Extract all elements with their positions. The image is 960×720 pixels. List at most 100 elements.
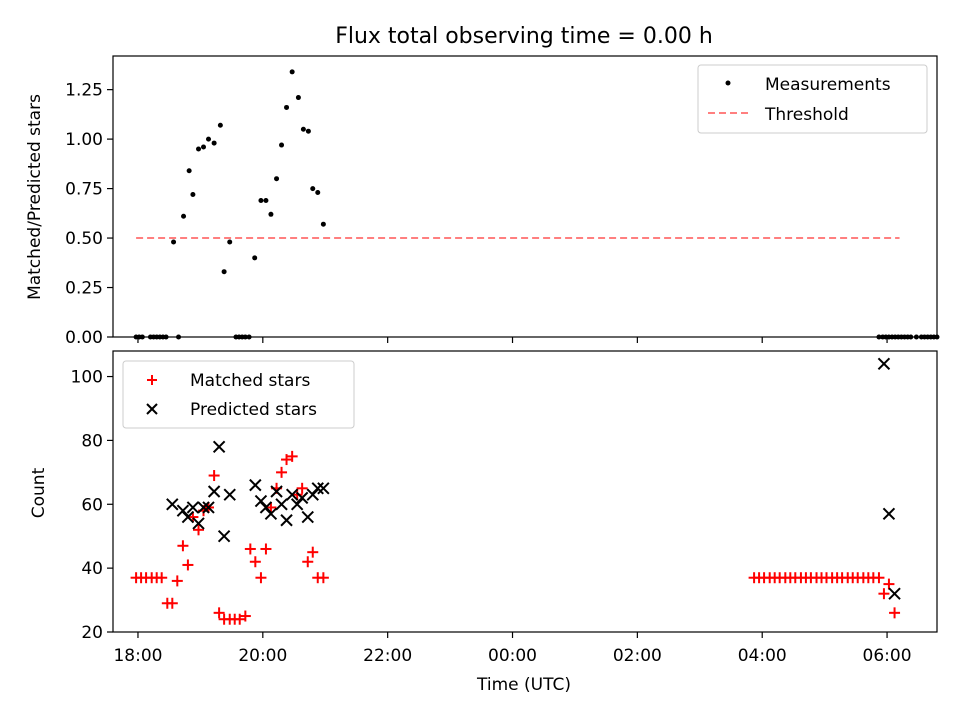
xtick-label: 18:00 <box>113 646 162 666</box>
predicted-star-stroke-b <box>264 507 278 521</box>
matched-star-point <box>182 559 194 571</box>
predicted-star-point <box>295 491 309 505</box>
predicted-star-point <box>264 507 278 521</box>
measurement-point <box>196 146 202 152</box>
matched-star-point <box>193 524 205 536</box>
predicted-star-point <box>166 498 179 511</box>
predicted-star-point <box>202 501 215 514</box>
predicted-star-stroke-b <box>202 501 215 514</box>
predicted-star-point <box>311 482 324 495</box>
predicted-star-stroke-b <box>249 478 262 492</box>
measurement-point <box>320 221 326 227</box>
top-ytick-label: 0.75 <box>65 180 103 200</box>
bottom-ytick-label: 80 <box>81 431 103 451</box>
measurement-point <box>201 144 207 150</box>
predicted-star-stroke-b <box>212 440 226 454</box>
chart-title: Flux total observing time = 0.00 h <box>335 24 713 49</box>
predicted-star-point <box>223 488 236 501</box>
bottom-xticks: 18:00 20:00 22:00 00:00 02:00 04:00 06:00 <box>113 632 912 666</box>
matched-star-point <box>302 556 314 568</box>
measurement-point <box>258 197 264 203</box>
bottom-ytick-label: 100 <box>71 368 103 388</box>
predicted-star-point <box>877 357 891 370</box>
predicted-star-stroke-b <box>259 501 273 514</box>
matched-star-point <box>156 572 168 584</box>
top-yticks: 0.00 0.25 0.50 0.75 1.00 1.25 <box>65 81 113 348</box>
measurement-point <box>181 213 187 219</box>
measurement-point <box>300 126 306 132</box>
predicted-star-point <box>317 482 330 495</box>
measurement-point <box>171 239 177 245</box>
x-axis-label: Time (UTC) <box>476 675 571 695</box>
measurement-point <box>279 142 285 148</box>
xtick-label: 06:00 <box>863 646 912 666</box>
xtick-label: 00:00 <box>488 646 537 666</box>
predicted-star-stroke-b <box>888 587 901 600</box>
xtick-label: 04:00 <box>738 646 787 666</box>
legend-measurements-marker <box>725 80 731 86</box>
matched-star-point <box>296 482 308 494</box>
measurement-point <box>263 197 269 203</box>
legend-matched-label: Matched stars <box>190 371 310 391</box>
predicted-star-point <box>207 485 221 498</box>
predicted-star-point <box>181 510 195 524</box>
predicted-star-point <box>888 587 901 600</box>
predicted-star-point <box>186 501 200 514</box>
measurement-point <box>284 104 290 110</box>
predicted-star-point <box>212 440 226 454</box>
xtick-label: 02:00 <box>613 646 662 666</box>
matched-star-point <box>281 454 293 466</box>
measurement-point <box>274 176 280 182</box>
predicted-star-stroke-b <box>254 494 268 508</box>
predicted-star-stroke-b <box>207 485 221 498</box>
measurement-point <box>227 239 233 245</box>
predicted-star-point <box>285 488 299 501</box>
matched-star-point <box>889 607 901 619</box>
predicted-star-stroke-b <box>311 482 324 495</box>
predicted-star-stroke-b <box>301 510 314 524</box>
top-ytick-label: 0.25 <box>65 279 103 299</box>
top-legend: Measurements Threshold <box>697 64 928 134</box>
predicted-star-stroke-b <box>181 510 195 524</box>
bottom-panel: 20 40 60 80 100 18:00 20:00 22:00 00:00 02:00 04:… <box>29 350 938 695</box>
matched-star-point <box>166 597 178 609</box>
matched-star-point <box>213 607 225 619</box>
legend-measurements-label: Measurements <box>765 75 891 95</box>
top-ytick-label: 1.00 <box>65 130 103 150</box>
predicted-star-point <box>197 501 210 514</box>
predicted-star-stroke-b <box>223 488 236 501</box>
top-ytick-label: 1.25 <box>65 81 103 101</box>
bottom-legend: Matched stars Predicted stars <box>122 360 355 429</box>
predicted-star-stroke-b <box>197 501 210 514</box>
measurement-point <box>310 186 316 192</box>
bottom-yticks: 20 40 60 80 100 <box>71 368 113 643</box>
matched-star-point <box>317 572 329 584</box>
measurement-point <box>211 140 217 146</box>
top-y-axis-label: Matched/Predicted stars <box>25 94 45 300</box>
top-xticks <box>137 337 888 343</box>
top-ytick-label: 0.00 <box>65 328 103 348</box>
top-ytick-label: 0.50 <box>65 229 103 249</box>
predicted-star-point <box>882 507 896 521</box>
predicted-star-stroke-b <box>877 357 891 370</box>
measurement-point <box>289 69 295 75</box>
predicted-star-point <box>270 485 283 498</box>
xtick-label: 22:00 <box>363 646 412 666</box>
predicted-star-point <box>275 498 288 511</box>
measurement-point <box>217 122 223 128</box>
predicted-star-point <box>249 478 262 492</box>
measurement-point <box>315 190 321 196</box>
measurement-point <box>252 255 258 261</box>
matched-star-point <box>255 572 267 584</box>
predicted-star-stroke-b <box>192 517 205 530</box>
predicted-star-stroke-b <box>186 501 200 514</box>
predicted-star-point <box>301 510 314 524</box>
matched-star-point <box>260 543 272 555</box>
matched-star-point <box>239 610 251 622</box>
predicted-star-stroke-b <box>285 488 299 501</box>
top-axes-frame <box>112 55 938 338</box>
bottom-axes-frame <box>112 350 938 633</box>
matched-star-point <box>208 470 220 482</box>
legend-threshold-label: Threshold <box>764 105 849 125</box>
